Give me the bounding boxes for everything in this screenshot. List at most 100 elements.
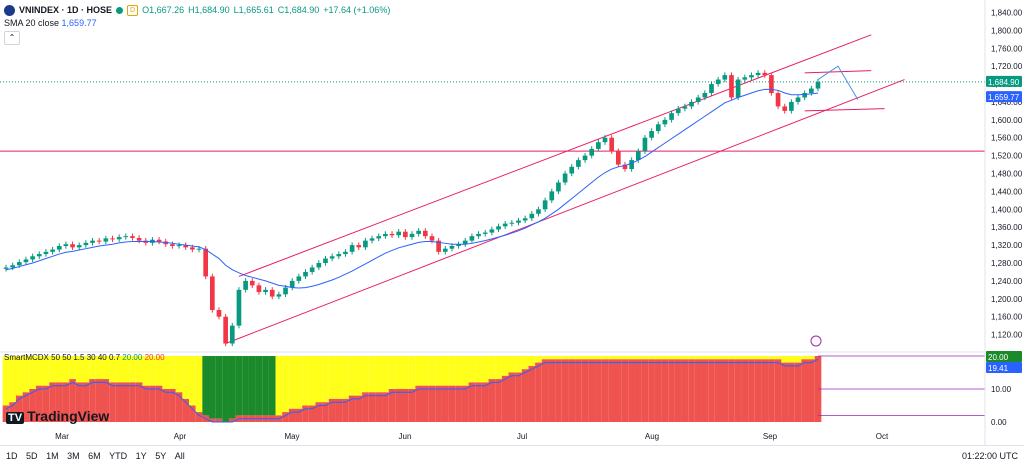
indicator-legend[interactable]: SmartMCDX 50 50 1.5 30 40 0.7 20.00 20.0… bbox=[4, 353, 165, 362]
indicator-lower-bar bbox=[688, 359, 695, 422]
candle-body bbox=[383, 233, 388, 237]
indicator-lower-bar bbox=[62, 382, 70, 422]
tf-6m[interactable]: 6M bbox=[88, 451, 101, 461]
candle-body bbox=[709, 84, 714, 93]
price-axis[interactable]: 1,840.001,800.001,760.001,720.001,680.00… bbox=[984, 0, 1023, 445]
indicator-upper-bar bbox=[435, 356, 442, 386]
candle-body bbox=[762, 72, 768, 76]
indicator-lower-bar bbox=[395, 389, 403, 422]
candle-body bbox=[389, 233, 395, 236]
sma-legend[interactable]: SMA 20 close 1,659.77 bbox=[4, 18, 97, 28]
tf-1d[interactable]: 1D bbox=[6, 451, 18, 461]
grid-lines bbox=[0, 81, 985, 152]
tf-5d[interactable]: 5D bbox=[26, 451, 38, 461]
tf-3m[interactable]: 3M bbox=[67, 451, 80, 461]
indicator-lower-bar bbox=[402, 389, 409, 422]
candle-body bbox=[469, 236, 475, 241]
candle-body bbox=[516, 220, 521, 223]
indicator-lower-bar bbox=[521, 369, 529, 422]
candle-body bbox=[769, 75, 774, 93]
indicator-upper-bar bbox=[308, 356, 316, 406]
candle-body bbox=[176, 245, 182, 247]
tf-5y[interactable]: 5Y bbox=[155, 451, 167, 461]
indicator-upper-bar bbox=[501, 356, 509, 376]
chart-canvas[interactable]: 1,840.001,800.001,760.001,720.001,680.00… bbox=[0, 0, 1024, 445]
indicator-lower-bar bbox=[648, 359, 655, 422]
indicator-upper-bar bbox=[102, 356, 110, 380]
indicator-upper-bar bbox=[621, 356, 629, 360]
candle-body bbox=[682, 106, 688, 109]
indicator-upper-bar bbox=[135, 356, 143, 383]
indicator-lower-bar bbox=[548, 359, 556, 422]
indicator-lower-bar bbox=[721, 359, 729, 422]
indicator-upper-bar bbox=[95, 356, 103, 380]
tf-ytd[interactable]: YTD bbox=[109, 451, 128, 461]
price-tick-label: 1,840.00 bbox=[991, 8, 1023, 17]
indicator-lower-bar bbox=[335, 398, 343, 422]
alert-icon bbox=[810, 335, 822, 347]
candle-body bbox=[10, 265, 15, 268]
time-tick-label: Jul bbox=[517, 432, 527, 441]
last-price-badge-bg bbox=[986, 75, 1022, 87]
ohlc-change: +17.64 (+1.06%) bbox=[323, 5, 391, 15]
indicator-lower-bar bbox=[135, 382, 143, 422]
indicator-lower-bar bbox=[115, 382, 123, 422]
tf-1m[interactable]: 1M bbox=[46, 451, 59, 461]
indicator-upper-bar bbox=[408, 356, 416, 389]
indicator-upper-bar bbox=[701, 356, 709, 360]
indicator-upper-bar bbox=[182, 356, 190, 399]
indicator-lower-bar bbox=[189, 405, 196, 422]
indicator-upper-bar bbox=[641, 356, 649, 360]
tf-all[interactable]: All bbox=[174, 451, 185, 461]
indicator-lower-bar bbox=[714, 359, 722, 422]
indicator-upper-bar bbox=[461, 356, 469, 386]
indicator-tick-label: 0.00 bbox=[991, 418, 1007, 427]
indicator-upper-bar bbox=[608, 356, 615, 360]
indicator-upper-bar bbox=[162, 356, 170, 389]
indicator-upper-bar bbox=[255, 356, 263, 416]
candle-body bbox=[749, 75, 754, 78]
indicator-lower-bar bbox=[668, 359, 675, 422]
candle-body bbox=[90, 240, 95, 243]
candle-body bbox=[482, 232, 488, 234]
candle-body bbox=[303, 271, 308, 277]
tf-1y[interactable]: 1Y bbox=[135, 451, 147, 461]
indicator-lower-bar bbox=[122, 382, 130, 422]
clock-display[interactable]: 01:22:00 UTC bbox=[961, 451, 1018, 461]
indicator-upper-bar bbox=[22, 356, 30, 393]
sma-price-badge-bg bbox=[986, 91, 1022, 103]
indicator-lower-bar bbox=[75, 382, 83, 422]
indicator-upper-bar bbox=[288, 356, 296, 409]
candle-body bbox=[3, 267, 9, 269]
indicator-upper-bar bbox=[628, 356, 635, 360]
indicator-upper-bar bbox=[355, 356, 363, 396]
candle-body bbox=[56, 246, 62, 250]
candle-body bbox=[249, 280, 255, 286]
candle-body bbox=[223, 316, 228, 344]
indicator-lower-bar bbox=[169, 389, 176, 422]
indicator-upper-bar bbox=[808, 356, 815, 360]
indicator-upper-bar bbox=[568, 356, 576, 360]
tv-mark-icon: TV bbox=[6, 412, 25, 424]
collapse-legend-button[interactable]: ⌃ bbox=[4, 31, 20, 45]
candle-body bbox=[110, 238, 115, 240]
price-tick-label: 1,800.00 bbox=[991, 26, 1023, 35]
indicator-lower-bar bbox=[89, 379, 96, 422]
trend-channel bbox=[225, 34, 905, 344]
candle-body bbox=[363, 240, 368, 248]
indicator-lower-bar bbox=[435, 385, 442, 422]
symbol-title[interactable]: VNINDEX · 1D · HOSE bbox=[19, 5, 113, 15]
candle-body bbox=[502, 223, 508, 227]
indicator-upper-bar bbox=[681, 356, 689, 360]
time-tick-label: May bbox=[284, 432, 299, 441]
candle-body bbox=[549, 191, 555, 201]
time-axis[interactable]: Mar Apr May Jun Jul Aug Sep Oct bbox=[55, 432, 889, 441]
candle-body bbox=[103, 238, 109, 242]
indicator-upper-bar bbox=[368, 356, 376, 393]
indicator-upper-bar bbox=[115, 356, 123, 383]
indicator-upper-bar bbox=[328, 356, 336, 399]
indicator-value-2: 20.00 bbox=[144, 353, 165, 362]
indicator-lower-bar bbox=[348, 395, 356, 422]
candle-body bbox=[196, 248, 202, 250]
indicator-lower-bar bbox=[568, 359, 576, 422]
